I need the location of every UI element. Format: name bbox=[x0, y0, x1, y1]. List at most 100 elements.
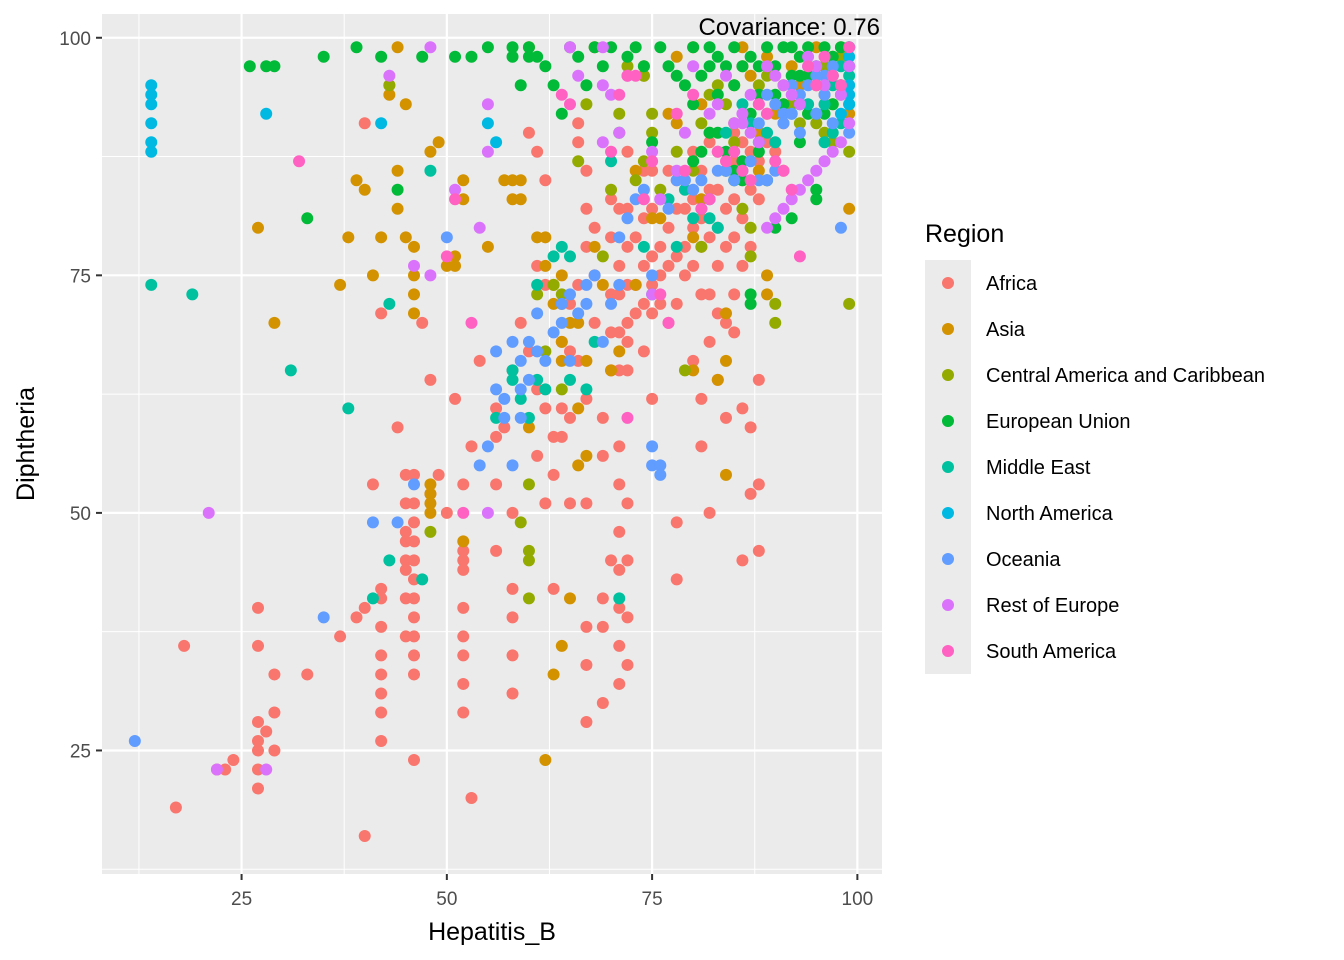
data-point bbox=[720, 316, 732, 329]
data-point bbox=[761, 50, 774, 63]
series-rest-of-europe bbox=[202, 41, 856, 776]
data-point bbox=[564, 250, 576, 263]
data-point bbox=[408, 240, 420, 253]
data-point bbox=[588, 41, 601, 54]
data-point bbox=[531, 345, 544, 358]
data-point bbox=[596, 696, 609, 709]
data-point bbox=[646, 307, 659, 320]
data-point bbox=[605, 554, 618, 567]
data-point bbox=[703, 88, 716, 101]
data-point bbox=[695, 98, 708, 111]
data-point bbox=[646, 164, 659, 177]
data-point bbox=[843, 202, 856, 215]
data-point bbox=[605, 364, 618, 377]
legend-key bbox=[942, 645, 954, 657]
data-point bbox=[596, 79, 609, 92]
data-point bbox=[670, 145, 683, 158]
data-point bbox=[128, 734, 141, 747]
data-point bbox=[481, 41, 494, 54]
data-point bbox=[457, 601, 470, 614]
data-point bbox=[769, 60, 782, 73]
data-point bbox=[416, 50, 429, 63]
data-point bbox=[646, 440, 659, 453]
data-point bbox=[843, 69, 856, 82]
data-point bbox=[744, 183, 757, 196]
data-point bbox=[539, 174, 552, 187]
data-point bbox=[646, 392, 659, 405]
data-point bbox=[711, 126, 724, 139]
data-point bbox=[490, 544, 503, 557]
data-point bbox=[695, 193, 708, 206]
data-point bbox=[834, 136, 847, 149]
data-point bbox=[785, 69, 798, 82]
data-point bbox=[506, 649, 519, 662]
data-point bbox=[252, 221, 264, 234]
data-point bbox=[432, 468, 445, 481]
data-point bbox=[145, 136, 158, 149]
data-point bbox=[711, 221, 724, 234]
data-point bbox=[539, 60, 552, 73]
data-point bbox=[752, 136, 765, 149]
data-point bbox=[678, 364, 691, 377]
data-point bbox=[506, 41, 519, 54]
data-point bbox=[687, 155, 700, 168]
data-point bbox=[531, 383, 544, 396]
data-point bbox=[744, 155, 757, 168]
data-point bbox=[605, 288, 618, 301]
data-point bbox=[637, 345, 650, 358]
data-point bbox=[687, 41, 700, 54]
data-point bbox=[711, 307, 724, 320]
data-point bbox=[613, 345, 626, 358]
y-tick-label: 100 bbox=[59, 29, 91, 50]
legend-label: Middle East bbox=[986, 457, 1091, 479]
data-point bbox=[843, 41, 856, 54]
data-point bbox=[408, 573, 420, 586]
data-point bbox=[621, 145, 634, 158]
data-point bbox=[654, 269, 667, 282]
legend-entry: North America bbox=[942, 503, 1114, 525]
data-point bbox=[383, 88, 396, 101]
data-point bbox=[613, 563, 626, 576]
x-tick-label: 25 bbox=[231, 889, 252, 910]
data-point bbox=[531, 145, 544, 158]
data-point bbox=[843, 297, 856, 310]
data-point bbox=[843, 50, 856, 63]
data-point bbox=[703, 183, 716, 196]
data-point bbox=[490, 430, 503, 443]
data-point bbox=[720, 354, 732, 367]
data-point bbox=[457, 174, 470, 187]
data-point bbox=[761, 288, 774, 301]
data-point bbox=[670, 250, 683, 263]
data-point bbox=[506, 459, 519, 472]
data-point bbox=[769, 98, 782, 111]
data-point bbox=[646, 107, 659, 120]
data-point bbox=[457, 706, 470, 719]
data-point bbox=[744, 174, 757, 187]
data-point bbox=[358, 117, 371, 130]
data-point bbox=[834, 50, 847, 63]
data-point bbox=[695, 202, 708, 215]
data-point bbox=[572, 117, 585, 130]
data-point bbox=[744, 50, 757, 63]
data-point bbox=[613, 278, 626, 291]
data-point bbox=[531, 259, 544, 272]
legend-key bbox=[942, 599, 954, 611]
data-point bbox=[408, 478, 420, 491]
data-point bbox=[399, 231, 412, 244]
data-point bbox=[793, 250, 806, 263]
data-point bbox=[637, 212, 650, 225]
legend-label: Asia bbox=[986, 319, 1026, 341]
data-point bbox=[613, 601, 626, 614]
data-point bbox=[481, 440, 494, 453]
data-point bbox=[514, 174, 527, 187]
data-point bbox=[572, 136, 585, 149]
data-point bbox=[621, 240, 634, 253]
data-point bbox=[695, 288, 708, 301]
data-point bbox=[752, 478, 765, 491]
data-point bbox=[637, 183, 650, 196]
data-point bbox=[522, 335, 535, 348]
x-tick-label: 100 bbox=[842, 889, 874, 910]
data-point bbox=[637, 60, 650, 73]
data-point bbox=[785, 212, 798, 225]
data-point bbox=[769, 136, 782, 149]
